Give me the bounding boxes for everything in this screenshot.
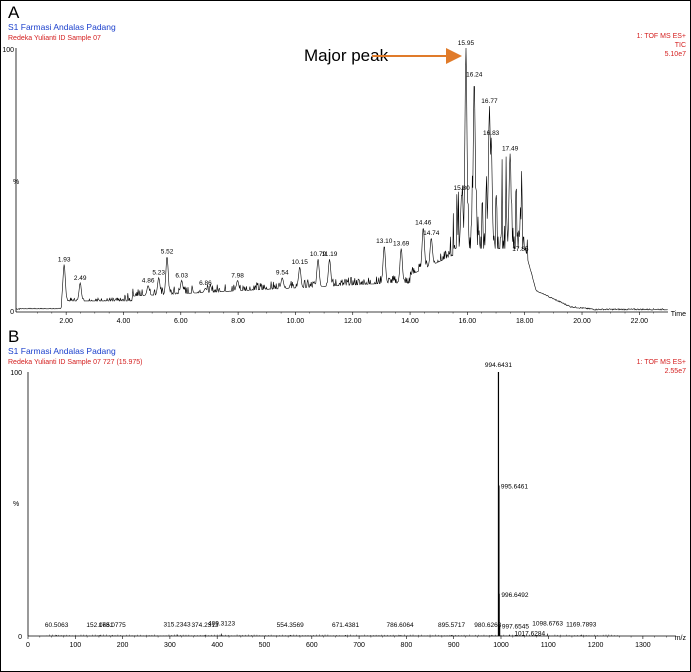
panel-a-peak-label: 14.74: [423, 230, 440, 237]
panel-a-peak-label: 10.79: [310, 251, 327, 258]
panel-b-label: B: [8, 327, 19, 346]
panel-a-xtick-label: 12.00: [344, 318, 362, 325]
panel-b-xtick-label: 200: [117, 642, 129, 649]
major-peak-annotation: Major peak: [304, 46, 389, 65]
panel-b-xtick-label: 1000: [493, 642, 509, 649]
panel-a-xtick-label: 14.00: [401, 318, 419, 325]
panel-a-peak-label: 5.23: [152, 270, 165, 277]
panel-a-peak-label: 7.98: [231, 272, 244, 279]
panel-a-peak-label: 13.10: [376, 238, 393, 245]
panel-b-header-right-2: 2.55e7: [665, 368, 687, 375]
panel-b-peak-label: 1017.6284: [514, 631, 545, 638]
panel-b-header-right-1: 1: TOF MS ES+: [637, 359, 686, 366]
panel-a-peak-label: 2.49: [74, 275, 87, 282]
panel-b-header-left-1: S1 Farmasi Andalas Padang: [8, 346, 116, 356]
panel-b-y-label: %: [13, 501, 19, 508]
panel-a-peak-label: 4.86: [142, 278, 155, 285]
panel-a-ytick-0: 0: [10, 309, 14, 316]
panel-a-peak-labels: 1.93 2.49 4.865.23 5.52 6.03 6.86 7.98 9.5410.1…: [58, 40, 529, 287]
panel-a-peak-label: 15.95: [458, 40, 475, 47]
panel-b-xtick-label: 100: [69, 642, 81, 649]
panel-a-peak-label: 6.03: [175, 272, 188, 279]
panel-b-peak-label: 994.6431: [485, 362, 512, 369]
panel-b-sticks: [46, 372, 618, 636]
panel-a-header-right-1: 1: TOF MS ES+: [637, 33, 686, 40]
panel-a-peak-label: 5.52: [161, 249, 174, 256]
panel-b-peak-label: 60.5063: [45, 622, 69, 629]
panel-a-label: A: [8, 3, 20, 22]
panel-a-peak-label: 9.54: [276, 270, 289, 277]
panel-a-peak-label: 10.15: [292, 259, 309, 266]
panel-a-peak-label: 6.86: [199, 280, 212, 287]
panel-b-axes: [27, 372, 676, 637]
panel-b-peak-label: 315.2343: [164, 621, 191, 628]
panel-a-peak-label: 13.69: [393, 241, 410, 248]
panel-a-xtick-label: 8.00: [231, 318, 245, 325]
panel-a-peak-label: 16.83: [483, 130, 500, 137]
panel-a-xtick-label: 16.00: [459, 318, 477, 325]
panel-a-xtick-label: 18.00: [516, 318, 534, 325]
panel-b-peak-label: 997.6545: [502, 623, 529, 630]
panel-b-xtick-label: 0: [26, 642, 30, 649]
panel-b-peak-label: 671.4381: [332, 622, 359, 629]
panel-b-header-left-2: Redeka Yulianti ID Sample 07 727 (15.975…: [8, 359, 143, 366]
panel-a-peak-label: 15.80: [454, 185, 471, 192]
panel-a-ytick-100: 100: [2, 47, 14, 54]
panel-a-trace: [16, 47, 668, 311]
panel-b-peak-label: 995.6461: [501, 484, 528, 491]
panel-a-xticks: 2.00 4.00 6.00 8.00 10.00 12.00 14.00 16.00 18.0…: [37, 312, 654, 325]
panel-a-xtick-label: 2.00: [59, 318, 73, 325]
panel-a-peak-label: 14.46: [415, 220, 432, 227]
panel-a-peak-label: 17.49: [502, 146, 519, 153]
panel-b-ytick-0: 0: [18, 634, 22, 641]
panel-b-peak-label: 996.6492: [501, 592, 528, 599]
panel-b-xtick-label: 300: [164, 642, 176, 649]
panel-a-xtick-label: 6.00: [174, 318, 188, 325]
panel-b-xtick-label: 700: [353, 642, 365, 649]
panel-b-peak-label: 980.6263: [474, 622, 501, 629]
panel-a-xtick-label: 10.00: [287, 318, 305, 325]
panel-b-peak-label: 1169.7893: [566, 622, 597, 629]
panel-b-xtick-label: 1300: [635, 642, 651, 649]
panel-a-peak-label: 11.19: [322, 251, 338, 258]
panel-a-tic-line: [16, 47, 668, 311]
panel-a-header-right-2: TIC: [675, 42, 686, 49]
panel-a-xtick-label: 4.00: [117, 318, 131, 325]
panel-a-xtick-label: 22.00: [631, 318, 649, 325]
panel-b-xtick-label: 900: [448, 642, 460, 649]
panel-a-peak-label: 16.24: [466, 72, 483, 79]
panel-b-peak-label: 1098.6763: [532, 621, 563, 628]
panel-b-xtick-label: 1100: [541, 642, 556, 649]
panel-b-xtick-label: 600: [306, 642, 318, 649]
panel-b-xtick-label: 1200: [588, 642, 604, 649]
panel-b-peak-label: 409.3123: [208, 621, 235, 628]
panel-a-x-label: Time: [671, 311, 686, 318]
panel-b-ytick-100: 100: [10, 370, 22, 377]
panel-b-peak-label: 178.0775: [99, 622, 126, 629]
panel-b-xtick-label: 400: [211, 642, 223, 649]
panel-a-peak-label: 16.77: [481, 98, 498, 105]
panel-b-peak-label: 152.0651: [86, 622, 113, 629]
panel-a-peak-label: 17.85: [512, 246, 529, 253]
panel-b-x-label: m/z: [675, 635, 687, 642]
panel-a-peak-label: 1.93: [58, 256, 71, 263]
panel-b-xtick-label: 800: [401, 642, 413, 649]
panel-b-peak-label: 554.3569: [277, 622, 304, 629]
panel-b-peak-label: 786.6064: [386, 622, 413, 629]
panel-a-xtick-label: 20.00: [573, 318, 591, 325]
panel-a-header-left-1: S1 Farmasi Andalas Padang: [8, 22, 116, 32]
panel-a-axes: [15, 48, 668, 313]
panel-b-xtick-label: 500: [259, 642, 271, 649]
panel-a-header-left-2: Redeka Yulianti ID Sample 07: [8, 35, 101, 42]
panel-a-header-right-3: 5.10e7: [665, 51, 687, 58]
panel-b-peak-label: 374.2313: [191, 622, 218, 629]
panel-b-peak-label: 895.5717: [438, 622, 465, 629]
panel-b-xticks: 0 100 200 300 400 500 600 700 800 900 1000 1100 1200…: [26, 636, 667, 649]
